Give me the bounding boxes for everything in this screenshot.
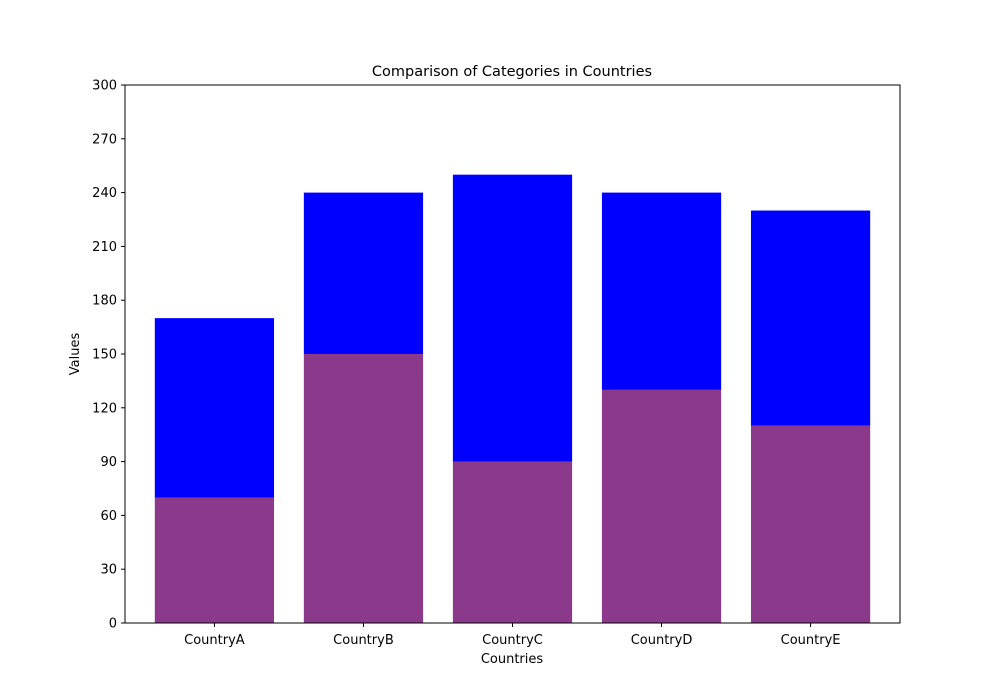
y-tick-label: 90 [100, 455, 117, 470]
x-tick-label: CountryD [631, 633, 693, 648]
y-tick-label: 180 [92, 294, 117, 309]
bar-countrya-segment-1 [154, 497, 275, 623]
y-tick-label: 30 [100, 563, 117, 578]
x-tick-label: CountryA [184, 633, 245, 648]
bar-countryd-segment-1 [601, 389, 722, 623]
x-tick-label: CountryB [333, 633, 394, 648]
y-axis-label: Values [68, 333, 83, 376]
plot-frame [124, 84, 901, 624]
y-tick-label: 60 [100, 509, 117, 524]
chart-title: Comparison of Categories in Countries [372, 64, 652, 80]
y-tick-label: 240 [92, 186, 117, 201]
x-tick-label: CountryC [482, 633, 543, 648]
bar-countryb-segment-1 [303, 354, 424, 623]
bar-countryc-segment-2 [452, 174, 573, 462]
y-tick-label: 150 [92, 348, 117, 363]
bar-countrye-segment-2 [750, 210, 871, 426]
y-tick-label: 210 [92, 240, 117, 255]
bar-countryd-segment-2 [601, 192, 722, 390]
bar-countryb-segment-2 [303, 192, 424, 354]
y-tick-label: 270 [92, 132, 117, 147]
bar-countryc-segment-1 [452, 461, 573, 623]
x-axis-label: Countries [481, 652, 544, 667]
x-axis: CountryA CountryB CountryC CountryD CountryE [184, 623, 841, 648]
y-tick-label: 300 [92, 79, 117, 94]
bar-countrya-segment-2 [154, 318, 275, 498]
y-tick-label: 0 [109, 617, 117, 632]
y-axis: 0 30 60 90 120 150 180 210 240 270 300 [92, 79, 125, 632]
bar-countrye-segment-1 [750, 425, 871, 623]
bars-group [154, 174, 871, 623]
y-tick-label: 120 [92, 401, 117, 416]
x-tick-label: CountryE [781, 633, 841, 648]
